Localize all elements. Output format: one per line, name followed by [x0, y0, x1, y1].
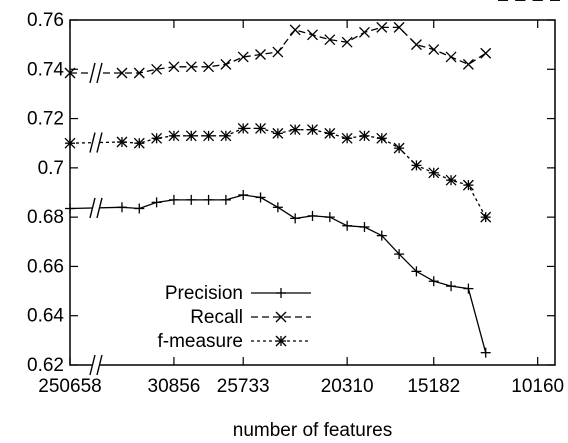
break-slash — [96, 62, 103, 84]
star-marker — [133, 137, 145, 149]
star-marker — [272, 127, 284, 139]
cross-marker — [289, 24, 301, 36]
cross-marker — [272, 46, 284, 58]
cross-marker — [462, 58, 474, 70]
star-marker — [307, 124, 318, 136]
x-tick-label: 10160 — [511, 376, 564, 397]
y-tick-label: 0.62 — [27, 355, 64, 376]
star-marker — [445, 174, 457, 186]
star-marker — [275, 335, 287, 347]
cross-marker — [428, 44, 440, 56]
cross-marker — [168, 61, 180, 73]
cross-marker — [393, 21, 405, 33]
star-marker — [185, 130, 197, 142]
star-marker — [203, 130, 215, 142]
cross-marker — [341, 36, 353, 48]
cross-marker — [116, 67, 128, 79]
cross-marker — [359, 26, 370, 38]
star-marker — [428, 167, 440, 179]
star-marker — [168, 130, 180, 142]
star-marker — [359, 130, 370, 142]
star-marker — [255, 122, 266, 134]
series-line — [69, 194, 487, 353]
star-marker — [341, 132, 353, 144]
y-tick-label: 0.72 — [27, 109, 64, 130]
star-marker — [116, 136, 128, 148]
cross-marker — [237, 51, 249, 63]
plot-frame — [69, 19, 556, 366]
break-slash — [96, 354, 103, 376]
y-tick-label: 0.7 — [38, 158, 64, 179]
x-tick-label: 25733 — [217, 376, 270, 397]
star-marker — [462, 179, 474, 191]
star-marker — [237, 122, 249, 134]
star-marker — [480, 211, 492, 223]
cross-marker — [255, 49, 266, 60]
star-marker — [220, 130, 232, 142]
legend: Precision Recall f-measure — [157, 283, 311, 352]
cross-marker — [324, 34, 336, 46]
cross-marker — [275, 311, 287, 323]
cross-marker — [203, 61, 215, 73]
cross-marker — [445, 51, 457, 63]
series-line — [70, 26, 487, 74]
legend-label: Recall — [190, 307, 243, 328]
break-slash — [96, 132, 103, 153]
y-tick-label: 0.66 — [27, 256, 64, 277]
star-marker — [376, 132, 388, 144]
y-tick-label: 0.76 — [27, 10, 64, 31]
break-gap — [92, 61, 99, 84]
x-tick-label: 30856 — [148, 376, 201, 397]
break-slash — [89, 62, 96, 84]
star-marker — [393, 142, 405, 154]
cross-marker — [151, 63, 163, 75]
x-tick-label: 20310 — [321, 376, 374, 397]
axis-break-marks — [89, 61, 103, 376]
break-slash — [96, 197, 103, 219]
legend-label: f-measure — [157, 331, 243, 352]
cross-marker — [133, 67, 145, 79]
cross-marker — [220, 58, 232, 70]
break-gap — [92, 131, 99, 154]
break-gap — [92, 354, 99, 376]
series-layer — [64, 0, 560, 358]
series-precision — [65, 0, 560, 358]
break-slash — [89, 197, 96, 219]
x-tick-label: 250658 — [38, 376, 101, 397]
break-slash — [89, 354, 96, 376]
cross-marker — [410, 39, 422, 51]
cross-marker — [376, 21, 388, 33]
y-tick-label: 0.64 — [27, 306, 64, 327]
cross-marker — [480, 47, 492, 59]
star-marker — [289, 124, 301, 136]
cross-marker — [185, 61, 197, 73]
cross-marker — [307, 29, 318, 41]
axis-ticks: 0.62 0.64 0.66 0.68 0.7 0.72 0.74 0.76 250658 308… — [27, 10, 564, 397]
y-tick-label: 0.68 — [27, 207, 64, 228]
star-marker — [324, 127, 336, 139]
y-tick-label: 0.74 — [27, 59, 64, 80]
star-marker — [151, 132, 163, 144]
series-f-measure — [64, 0, 560, 223]
break-gap — [92, 196, 99, 219]
x-tick-label: 15182 — [407, 376, 460, 397]
x-axis-title: number of features — [233, 420, 392, 441]
legend-label: Precision — [165, 283, 243, 304]
series-recall — [64, 0, 560, 79]
break-slash — [89, 132, 96, 153]
star-marker — [410, 159, 422, 171]
